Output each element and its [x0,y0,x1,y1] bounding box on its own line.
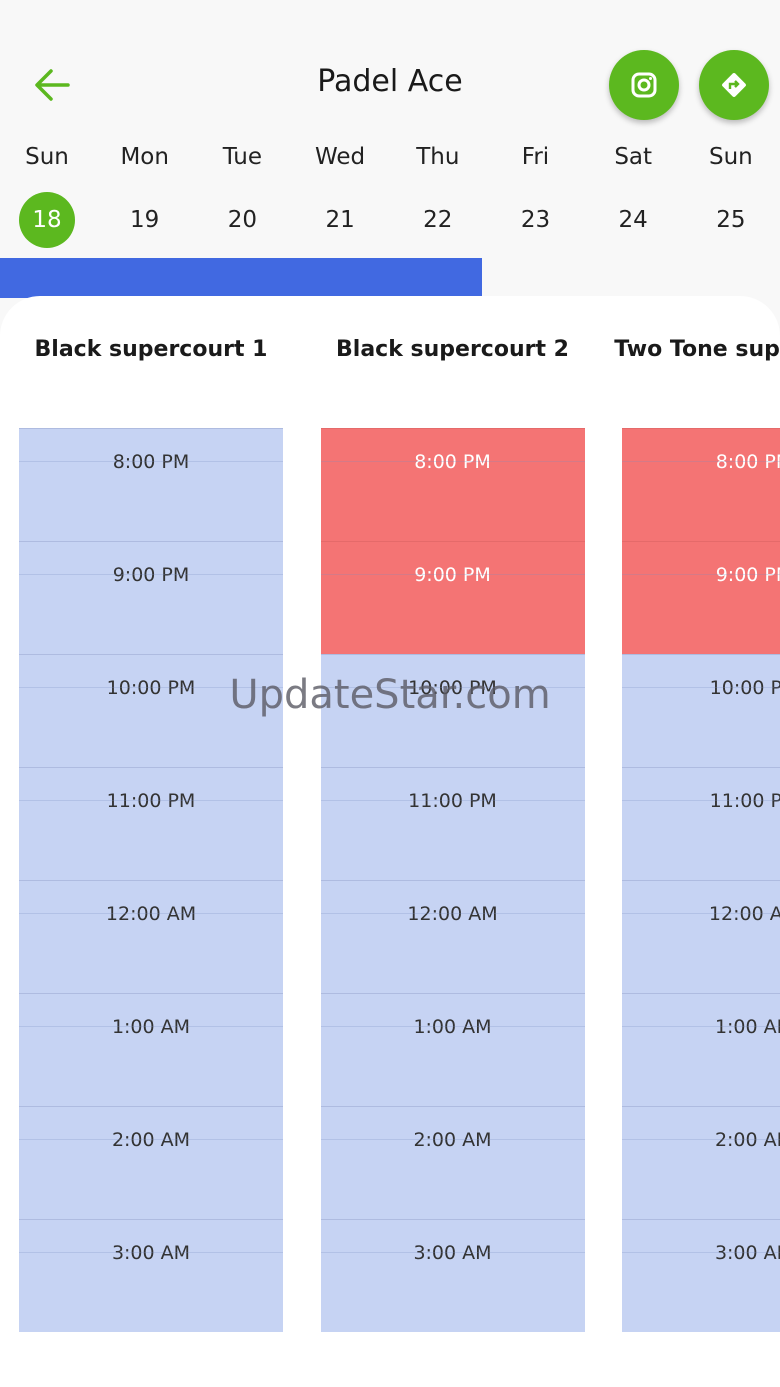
date-label[interactable]: 25 [716,207,746,233]
time-slot[interactable]: 3:00 AM [622,1219,780,1332]
time-slot[interactable]: 9:00 PM [622,541,780,654]
weekday-label[interactable]: Tue [222,144,263,170]
header-title: Padel Ace [317,64,463,99]
time-slot[interactable]: 9:00 PM [19,541,283,654]
date-label[interactable]: 22 [423,207,453,233]
date-label[interactable]: 24 [618,207,648,233]
date-label[interactable]: 19 [130,207,160,233]
time-slot[interactable]: 11:00 PM [320,767,585,880]
date-label[interactable]: 18 [19,192,75,248]
week-progress [0,258,482,298]
time-slot[interactable]: 12:00 AM [19,880,283,993]
time-slot[interactable]: 1:00 AM [622,993,780,1106]
time-slot[interactable]: 8:00 PM [19,428,283,541]
time-slot[interactable]: 10:00 PM [622,654,780,767]
schedule-card: Black supercourt 1 8:00 PM 9:00 PM 10:00 PM… [0,296,780,1387]
date-label[interactable]: 20 [227,207,258,233]
time-slot[interactable]: 2:00 AM [622,1106,780,1219]
weekday-label[interactable]: Wed [315,144,366,170]
time-slot[interactable]: 10:00 PM [320,654,585,767]
time-slot[interactable]: 9:00 PM [320,541,585,654]
court-name: Black supercourt 1 [34,337,268,362]
weekday-label[interactable]: Mon [120,144,169,170]
back-button[interactable] [34,68,70,102]
date-label[interactable]: 23 [520,207,551,233]
weekday-label[interactable]: Sun [709,144,753,170]
watermark: UpdateStar.com [229,672,551,718]
weekday-label[interactable]: Sat [614,144,653,170]
directions-button[interactable] [699,50,769,120]
time-slot[interactable]: 10:00 PM [19,654,283,767]
time-slot[interactable]: 11:00 PM [622,767,780,880]
time-slot[interactable]: 2:00 AM [320,1106,585,1219]
court-name: Black supercourt 2 [336,337,569,362]
time-slot[interactable]: 3:00 AM [19,1219,283,1332]
time-slot[interactable]: 12:00 AM [622,880,780,993]
weekday-label[interactable]: Sun [25,144,69,170]
time-slot[interactable]: 8:00 PM [320,428,585,541]
weekday-label[interactable]: Thu [416,144,460,170]
time-slot[interactable]: 12:00 AM [320,880,585,993]
time-slot[interactable]: 8:00 PM [622,428,780,541]
weekday-label[interactable]: Fri [521,144,550,170]
time-slot[interactable]: 3:00 AM [320,1219,585,1332]
instagram-button[interactable] [609,50,679,120]
time-slot[interactable]: 1:00 AM [320,993,585,1106]
time-slot[interactable]: 11:00 PM [19,767,283,880]
date-label[interactable]: 21 [325,207,355,233]
court-name: Two Tone supercourt 1 [614,337,780,362]
time-slot[interactable]: 1:00 AM [19,993,283,1106]
time-slot[interactable]: 2:00 AM [19,1106,283,1219]
